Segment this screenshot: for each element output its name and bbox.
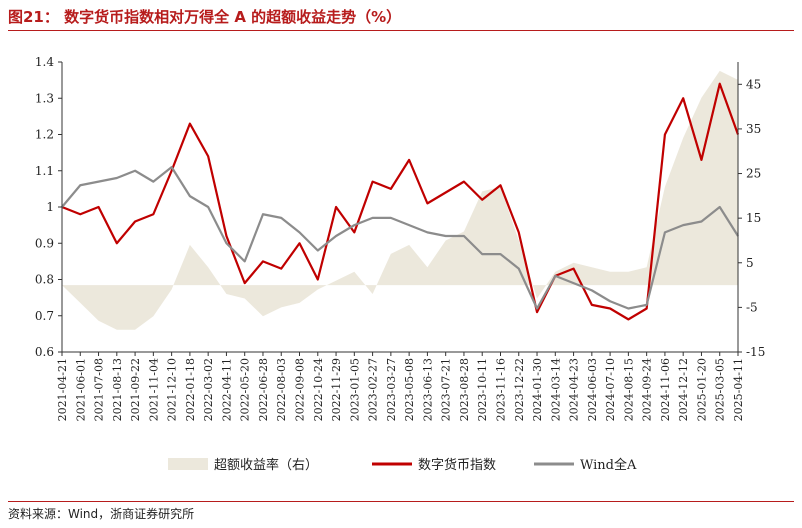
x-tick-label: 2024-06-03 (586, 358, 599, 421)
x-tick-label: 2024-03-14 (549, 358, 562, 421)
left-tick-label: 0.8 (35, 273, 54, 287)
x-tick-label: 2023-08-28 (458, 358, 471, 421)
right-tick-label: 25 (746, 167, 761, 181)
figure-title: 图21： 数字货币指数相对万得全 A 的超额收益走势（%） (8, 8, 402, 26)
x-tick-label: 2025-01-20 (695, 358, 708, 421)
x-tick-label: 2022-06-28 (257, 358, 270, 421)
right-tick-label: 5 (746, 256, 754, 270)
x-tick-label: 2024-11-06 (659, 358, 672, 421)
x-tick-label: 2022-04-11 (220, 358, 233, 421)
x-tick-label: 2022-10-24 (312, 358, 325, 421)
left-tick-label: 0.6 (35, 345, 54, 359)
x-tick-label: 2021-06-01 (74, 358, 87, 421)
left-tick-label: 1 (46, 200, 54, 214)
right-tick-label: -15 (746, 345, 765, 359)
right-tick-label: -5 (746, 300, 758, 314)
series-excess-area (62, 70, 738, 330)
left-tick-label: 0.9 (35, 236, 54, 250)
series-wind-line (61, 166, 739, 310)
axes: 0.6 0.7 0.8 0.9 1 1.1 1.2 1.3 1.4 -15 -5 5 15 25 35 45 2… (35, 55, 765, 421)
x-tick-label: 2024-04-23 (568, 358, 581, 421)
x-tick-label: 2022-05-20 (239, 358, 252, 421)
x-tick-label: 2021-07-08 (93, 358, 106, 421)
x-tick-label: 2021-11-04 (147, 358, 160, 421)
x-tick-label: 2022-09-08 (294, 358, 307, 421)
left-tick-label: 1.3 (35, 91, 54, 105)
x-tick-label: 2023-12-22 (513, 358, 526, 421)
right-tick-label: 15 (746, 211, 761, 225)
x-tick-label: 2023-10-11 (476, 358, 489, 421)
legend-label: Wind全A (580, 457, 637, 473)
right-tick-label: 35 (746, 122, 761, 136)
title-rule (8, 30, 794, 31)
series-index-line (61, 82, 740, 321)
source-note: 资料来源：Wind，浙商证券研究所 (8, 507, 195, 521)
legend-swatch-excess (168, 458, 208, 470)
legend: 超额收益率（右） 数字货币指数 Wind全A (168, 457, 637, 473)
x-tick-label: 2023-11-16 (494, 358, 507, 421)
x-tick-label: 2022-01-18 (184, 358, 197, 421)
x-tick-label: 2021-12-10 (166, 358, 179, 421)
x-tick-label: 2022-08-03 (275, 358, 288, 421)
x-tick-label: 2024-01-30 (531, 358, 544, 421)
plot-area (61, 70, 740, 330)
x-tick-label: 2023-02-27 (367, 358, 380, 421)
x-tick-label: 2023-05-08 (403, 358, 416, 421)
x-tick-label: 2021-04-21 (56, 358, 69, 421)
left-tick-label: 1.1 (35, 164, 54, 178)
right-tick-label: 45 (746, 77, 761, 91)
x-tick-label: 2024-09-24 (641, 358, 654, 421)
source-rule (8, 501, 794, 502)
x-tick-label: 2022-11-29 (330, 358, 343, 421)
x-tick-label: 2021-08-13 (111, 358, 124, 421)
x-tick-label: 2025-03-05 (714, 358, 727, 421)
x-tick-label: 2021-09-22 (129, 358, 142, 421)
left-tick-label: 1.2 (35, 128, 54, 142)
legend-label: 超额收益率（右） (214, 457, 318, 473)
x-tick-label: 2023-06-13 (421, 358, 434, 421)
x-tick-label: 2023-07-21 (440, 358, 453, 421)
x-tick-label: 2022-03-02 (202, 358, 215, 421)
x-tick-label: 2023-01-05 (348, 358, 361, 421)
left-tick-label: 1.4 (35, 55, 54, 69)
left-tick-label: 0.7 (35, 309, 54, 323)
x-tick-label: 2024-12-12 (677, 358, 690, 421)
x-tick-label: 2024-07-10 (604, 358, 617, 421)
legend-label: 数字货币指数 (418, 457, 496, 473)
x-tick-label: 2023-03-27 (385, 358, 398, 421)
x-tick-label: 2025-04-11 (732, 358, 745, 421)
x-tick-label: 2024-08-15 (622, 358, 635, 421)
